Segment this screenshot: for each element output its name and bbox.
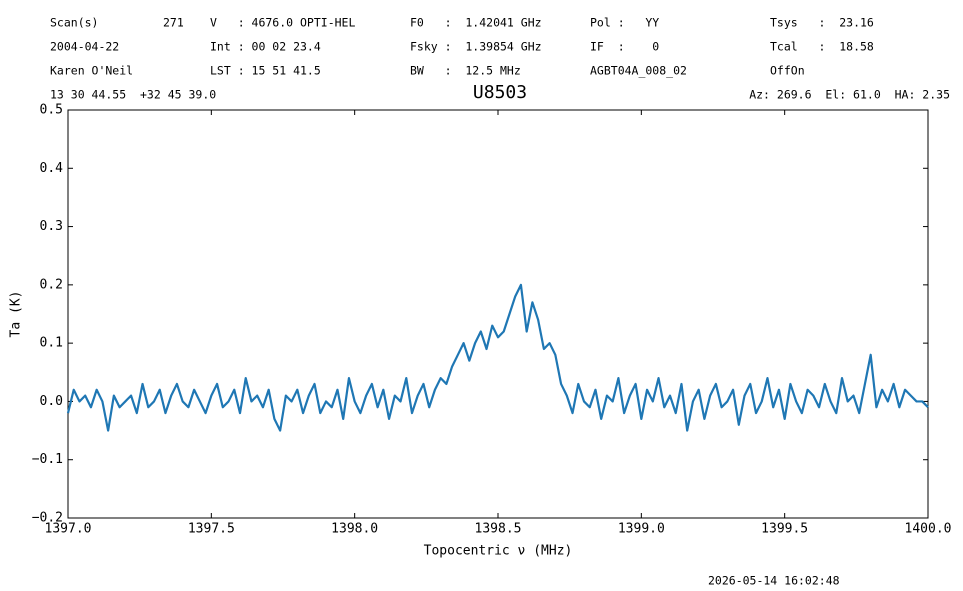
annotation: Tsys : 23.16 [770,16,874,30]
annotation: Fsky : 1.39854 GHz [410,40,542,54]
annotation: Az: 269.6 El: 61.0 HA: 2.35 [749,88,950,102]
annotation: F0 : 1.42041 GHz [410,16,542,30]
annotation: Pol : YY [590,16,659,30]
x-tick-label: 1398.5 [475,522,522,537]
y-tick-label: 0.4 [40,161,64,176]
y-tick-label: 0.2 [40,277,63,292]
annotation: Karen O'Neil [50,64,133,78]
annotation: Scan(s) [50,16,98,30]
x-tick-label: 1400.0 [905,522,952,537]
y-tick-label: −0.2 [32,511,63,526]
y-tick-label: −0.1 [32,452,63,467]
y-tick-label: 0.5 [40,103,63,118]
annotation: 13 30 44.55 +32 45 39.0 [50,88,216,102]
annotation: V : 4676.0 OPTI-HEL [210,16,355,30]
x-axis-label: Topocentric ν (MHz) [424,544,573,559]
y-tick-label: 0.1 [40,336,63,351]
spectrum-line [66,283,929,432]
x-tick-label: 1399.5 [761,522,808,537]
annotation: AGBT04A_008_02 [590,64,687,78]
plot-frame [67,109,929,519]
annotation: IF : 0 [590,40,659,54]
x-tick-label: 1397.0 [45,522,92,537]
y-axis-label: Ta (K) [9,291,24,338]
annotation: 271 [163,16,184,30]
annotation: BW : 12.5 MHz [410,64,521,78]
y-tick-label: 0.3 [40,219,63,234]
annotation: 2026-05-14 16:02:48 [708,574,840,588]
y-tick-label: 0.0 [40,394,63,409]
chart-title: U8503 [473,82,527,103]
annotation: Int : 00 02 23.4 [210,40,321,54]
x-tick-label: 1398.0 [331,522,378,537]
annotation: LST : 15 51 41.5 [210,64,321,78]
annotation: 2004-04-22 [50,40,119,54]
annotation: OffOn [770,64,805,78]
annotation: Tcal : 18.58 [770,40,874,54]
x-tick-label: 1397.5 [188,522,235,537]
x-tick-label: 1399.0 [618,522,665,537]
